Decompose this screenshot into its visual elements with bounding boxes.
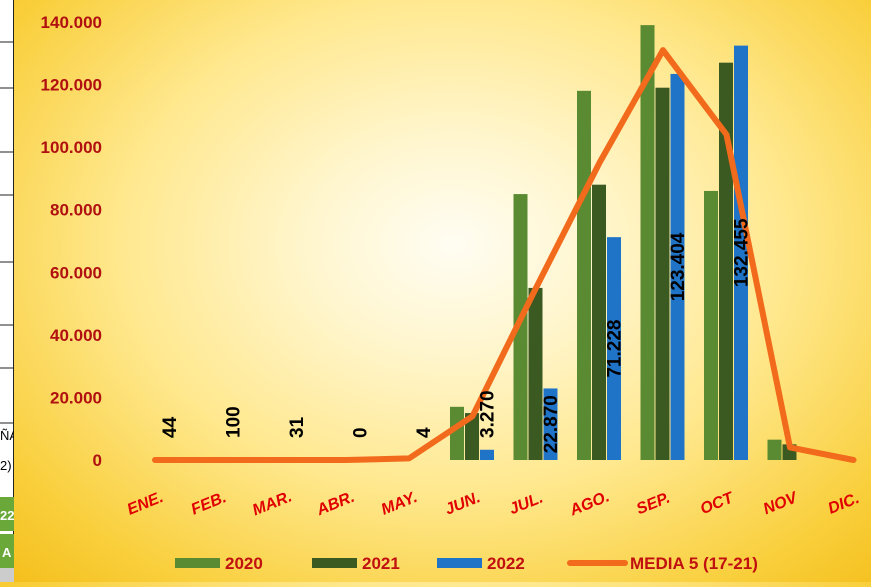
x-tick-label: OCT [698, 489, 737, 518]
y-tick-label: 100.000 [41, 138, 102, 157]
x-tick-label: MAY. [379, 489, 420, 519]
x-tick-label: FEB. [189, 489, 229, 518]
legend-swatch [437, 558, 482, 568]
data-label: 100 [224, 406, 245, 438]
bar-2020-NOV [768, 440, 782, 460]
x-tick-label: JUL. [507, 489, 546, 518]
y-tick-label: 20.000 [50, 388, 102, 407]
y-tick-label: 80.000 [50, 201, 102, 220]
x-tick-label: DIC. [826, 490, 862, 518]
data-label: 0 [351, 427, 372, 438]
data-label: 71.228 [605, 320, 626, 378]
x-tick-label: MAR. [250, 488, 294, 519]
legend-swatch [175, 558, 220, 568]
x-tick-label: ENE. [125, 489, 166, 519]
x-tick-label: NOV [761, 489, 801, 518]
x-tick-label: SEP. [634, 490, 672, 519]
x-tick-label: AGO. [567, 488, 612, 519]
bar-2022-JUN. [480, 450, 494, 460]
x-tick-label: JUN. [443, 489, 483, 518]
data-label: 22.870 [541, 395, 562, 453]
data-label: 123.404 [668, 232, 689, 301]
y-tick-label: 40.000 [50, 326, 102, 345]
y-tick-label: 120.000 [41, 76, 102, 95]
bar-2020-AGO. [577, 91, 591, 460]
legend-label: 2021 [362, 554, 400, 573]
x-tick-label: ABR. [314, 489, 358, 520]
data-label: 4 [414, 427, 435, 438]
data-label: 44 [160, 416, 181, 438]
y-tick-label: 140.000 [41, 13, 102, 32]
y-tick-label: 0 [93, 451, 102, 470]
data-label: 31 [287, 416, 308, 438]
legend-label: 2020 [225, 554, 263, 573]
legend-label: MEDIA 5 (17-21) [630, 554, 758, 573]
bar-2020-OCT [704, 191, 718, 460]
data-label: 132.455 [732, 218, 753, 287]
data-label: 3.270 [478, 390, 499, 438]
y-tick-label: 60.000 [50, 263, 102, 282]
bar-2020-JUN. [450, 407, 464, 460]
legend-label: 2022 [487, 554, 525, 573]
legend-swatch [312, 558, 357, 568]
